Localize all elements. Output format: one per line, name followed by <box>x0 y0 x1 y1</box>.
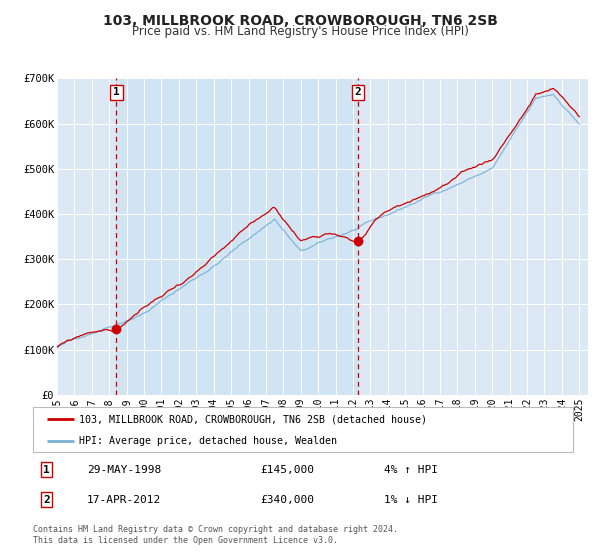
Text: 1: 1 <box>113 87 120 97</box>
Text: HPI: Average price, detached house, Wealden: HPI: Average price, detached house, Weal… <box>79 436 337 446</box>
Text: 103, MILLBROOK ROAD, CROWBOROUGH, TN6 2SB (detached house): 103, MILLBROOK ROAD, CROWBOROUGH, TN6 2S… <box>79 414 427 424</box>
Text: 103, MILLBROOK ROAD, CROWBOROUGH, TN6 2SB: 103, MILLBROOK ROAD, CROWBOROUGH, TN6 2S… <box>103 14 497 28</box>
Text: 29-MAY-1998: 29-MAY-1998 <box>87 465 161 475</box>
Text: Contains HM Land Registry data © Crown copyright and database right 2024.
This d: Contains HM Land Registry data © Crown c… <box>33 525 398 545</box>
Text: 4% ↑ HPI: 4% ↑ HPI <box>384 465 438 475</box>
Text: 17-APR-2012: 17-APR-2012 <box>87 495 161 505</box>
Bar <box>116 78 358 395</box>
Text: 2: 2 <box>355 87 361 97</box>
Text: £340,000: £340,000 <box>260 495 314 505</box>
Text: £145,000: £145,000 <box>260 465 314 475</box>
Text: Price paid vs. HM Land Registry's House Price Index (HPI): Price paid vs. HM Land Registry's House … <box>131 25 469 38</box>
Text: 1: 1 <box>43 465 50 475</box>
Text: 2: 2 <box>43 495 50 505</box>
Text: 1% ↓ HPI: 1% ↓ HPI <box>384 495 438 505</box>
